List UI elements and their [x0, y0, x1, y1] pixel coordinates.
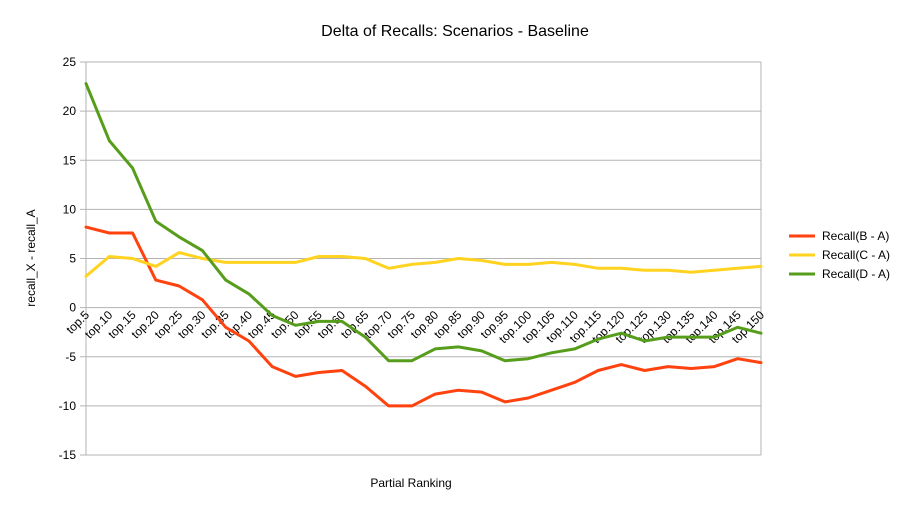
chart-title: Delta of Recalls: Scenarios - Baseline — [321, 23, 589, 40]
y-tick-label: 0 — [69, 301, 76, 315]
y-tick-label: 15 — [63, 153, 77, 167]
y-tick-label: -10 — [59, 399, 77, 413]
x-axis-label: Partial Ranking — [370, 476, 451, 490]
y-tick-label: -15 — [59, 448, 77, 462]
legend-label: Recall(D - A) — [822, 267, 890, 281]
grid-lines — [80, 61, 761, 456]
y-tick-label: 10 — [63, 202, 77, 216]
y-tick-label: 20 — [63, 104, 77, 118]
plot-frame — [85, 62, 762, 455]
legend: Recall(B - A) Recall(C - A) Recall(D - A) — [789, 229, 890, 281]
y-axis-label: recall_X - recall_A — [24, 209, 38, 306]
y-tick-label: -5 — [65, 350, 76, 364]
legend-label: Recall(C - A) — [822, 248, 890, 262]
legend-label: Recall(B - A) — [822, 229, 889, 243]
series-line-0 — [84, 225, 763, 408]
series-line-1 — [84, 251, 763, 278]
series-lines — [84, 82, 763, 408]
y-axis-ticks: 25 20 15 10 5 0 -5 -10 -15 — [59, 55, 77, 462]
x-axis-ticks: top.5top.10top.15top.20top.25top.30top.3… — [63, 308, 767, 346]
y-tick-label: 25 — [63, 55, 77, 69]
series-line-2 — [84, 82, 763, 363]
y-tick-label: 5 — [69, 252, 76, 266]
